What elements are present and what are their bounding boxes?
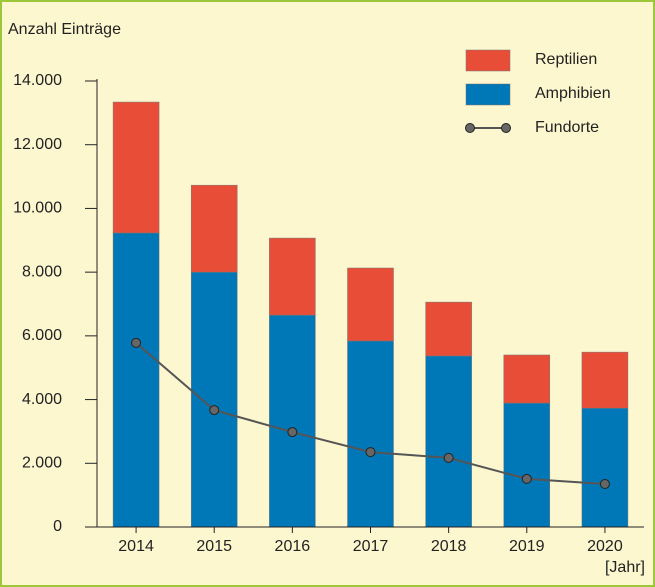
bar	[425, 301, 472, 357]
bar	[581, 351, 629, 409]
legend-marker	[501, 123, 511, 133]
y-tick-label: 4.000	[22, 391, 62, 408]
bar	[190, 271, 238, 528]
y-tick-label: 8.000	[22, 263, 62, 280]
marker	[131, 337, 142, 348]
bar	[503, 402, 551, 528]
legend-swatch	[465, 83, 511, 106]
marker	[521, 473, 532, 484]
y-tick-label: 10.000	[13, 200, 62, 217]
x-tick-label: 2016	[275, 538, 311, 555]
y-tick-label: 0	[53, 518, 62, 535]
y-tick-label: 14.000	[13, 72, 62, 89]
bar	[190, 184, 238, 273]
legend-swatch	[465, 49, 511, 72]
y-tick-label: 12.000	[13, 136, 62, 153]
x-tick-label: 2019	[509, 538, 545, 555]
x-tick-label: 2018	[431, 538, 467, 555]
legend-marker	[465, 123, 475, 133]
marker	[599, 478, 610, 489]
bar	[347, 340, 394, 528]
bar	[269, 314, 316, 528]
y-tick-label: 2.000	[22, 455, 62, 472]
bar	[503, 354, 551, 404]
bar	[112, 101, 160, 234]
y-tick-label: 6.000	[22, 327, 62, 344]
x-tick-label: 2015	[196, 538, 232, 555]
bar	[112, 232, 160, 528]
bar	[269, 237, 316, 316]
x-tick-label: 2020	[587, 538, 623, 555]
marker	[365, 447, 376, 458]
bar	[425, 355, 472, 528]
x-tick-label: 2014	[118, 538, 154, 555]
legend-label: Amphibien	[535, 85, 611, 102]
bar	[581, 407, 629, 528]
marker	[209, 405, 220, 416]
y-axis-label: Anzahl Einträge	[8, 21, 121, 38]
legend-label: Reptilien	[535, 51, 597, 68]
marker	[443, 452, 454, 463]
bar	[347, 267, 394, 342]
x-tick-label: 2017	[353, 538, 389, 555]
marker	[287, 427, 298, 438]
legend-label: Fundorte	[535, 119, 599, 136]
x-axis-label: [Jahr]	[605, 559, 645, 576]
